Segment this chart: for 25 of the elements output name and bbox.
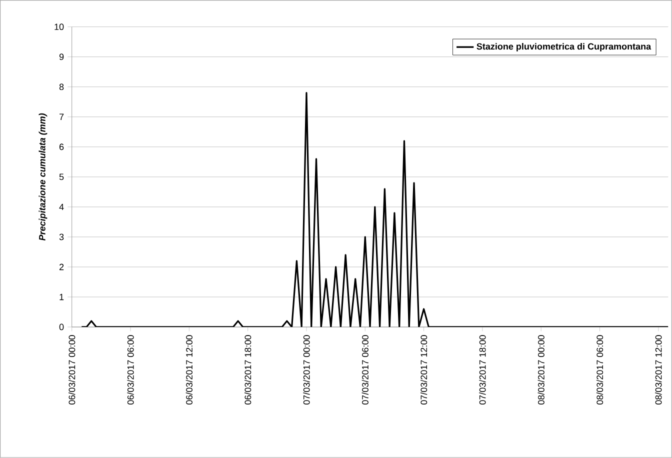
y-tick-label: 2 bbox=[59, 264, 64, 270]
y-tick-label: 4 bbox=[59, 204, 64, 210]
y-axis-title: Precipitazione cumulata (mm) bbox=[38, 113, 48, 241]
x-tick-label: 06/03/2017 00:00 bbox=[68, 335, 76, 405]
y-tick-label: 1 bbox=[60, 294, 64, 300]
y-tick-label: 6 bbox=[59, 144, 64, 150]
legend-label: Stazione pluviometrica di Cupramontana bbox=[476, 43, 652, 52]
x-tick-label: 07/03/2017 12:00 bbox=[420, 335, 428, 405]
line-series bbox=[80, 92, 668, 328]
x-tick-label: 06/03/2017 06:00 bbox=[127, 335, 134, 405]
y-tick-label: 7 bbox=[59, 114, 64, 120]
y-tick-label: 0 bbox=[59, 324, 64, 330]
x-tick-label: 07/03/2017 00:00 bbox=[303, 335, 310, 405]
y-tick-label: 5 bbox=[59, 174, 64, 180]
y-tick-label: 3 bbox=[59, 234, 64, 240]
y-tick-label: 9 bbox=[59, 54, 64, 60]
y-tick-label: 10 bbox=[54, 24, 64, 30]
x-tick-label: 07/03/2017 06:00 bbox=[362, 335, 368, 405]
y-tick-label: 8 bbox=[59, 84, 64, 90]
x-tick-label: 08/03/2017 00:00 bbox=[538, 335, 544, 405]
x-tick-label: 08/03/2017 12:00 bbox=[655, 335, 662, 405]
x-tick-label: 08/03/2017 06:00 bbox=[596, 335, 604, 405]
x-tick-label: 06/03/2017 12:00 bbox=[186, 335, 192, 405]
x-tick-label: 07/03/2017 18:00 bbox=[479, 335, 486, 405]
x-tick-label: 06/03/2017 18:00 bbox=[244, 335, 252, 405]
